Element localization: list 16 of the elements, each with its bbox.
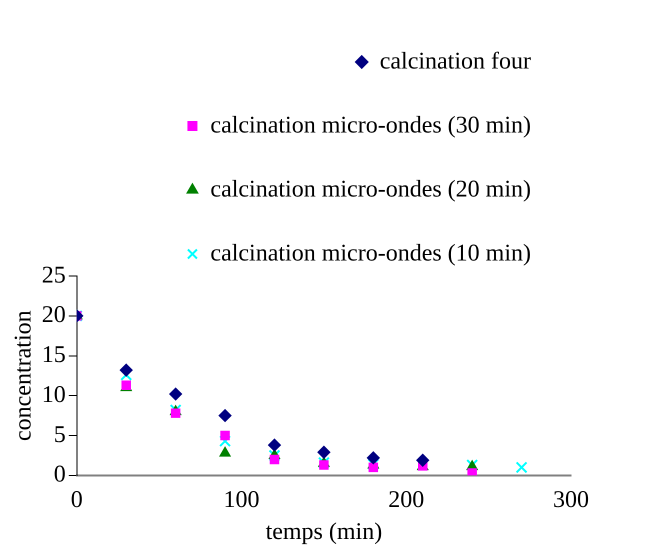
- legend-label: calcination micro-ondes (10 min): [210, 240, 532, 266]
- y-tick-label: 20: [42, 302, 66, 328]
- x-tick-label: 200: [388, 487, 424, 514]
- legend-label: calcination micro-ondes (30 min): [210, 112, 532, 138]
- x-tick-label: 300: [553, 487, 589, 514]
- y-tick-label: 10: [42, 382, 66, 408]
- y-tick-label: 0: [54, 462, 66, 488]
- legend-label: calcination micro-ondes (20 min): [210, 176, 532, 202]
- y-tick-label: 25: [42, 262, 66, 288]
- legend-label: calcination four: [380, 48, 532, 74]
- y-axis-title: concentration: [10, 310, 37, 442]
- y-tick-label: 15: [42, 342, 66, 368]
- x-tick-label: 0: [70, 487, 83, 514]
- x-tick-label: 100: [224, 487, 260, 514]
- y-tick-label: 5: [54, 422, 66, 448]
- x-axis-title: temps (min): [266, 518, 382, 545]
